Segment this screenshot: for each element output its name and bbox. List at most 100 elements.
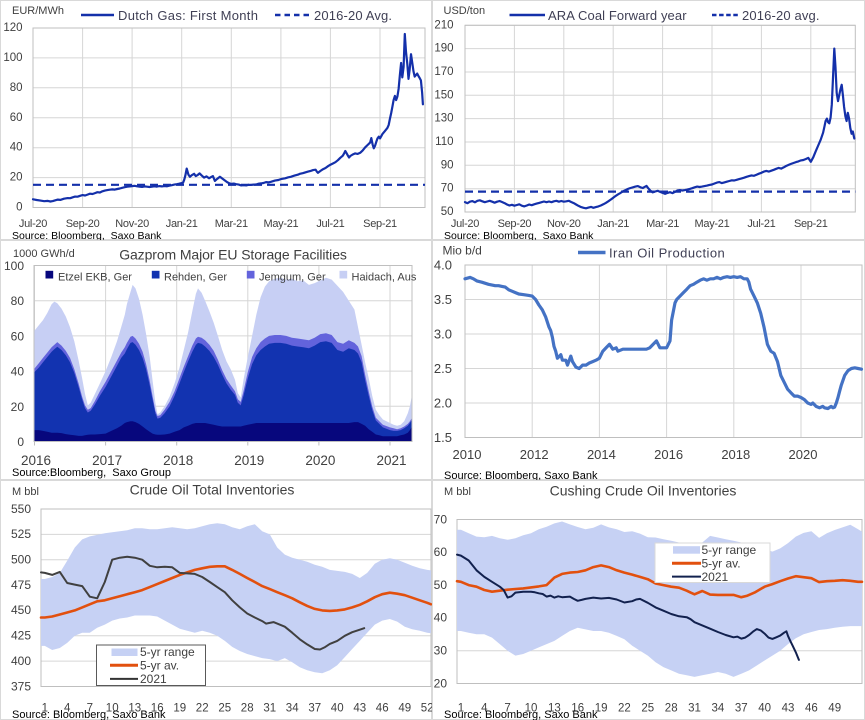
svg-text:2021: 2021: [140, 672, 167, 686]
svg-text:37: 37: [308, 703, 321, 715]
svg-text:Sep-21: Sep-21: [363, 218, 397, 230]
svg-text:22: 22: [618, 703, 631, 715]
svg-text:10: 10: [525, 703, 538, 715]
svg-text:Mar-21: Mar-21: [646, 218, 679, 230]
svg-text:43: 43: [782, 703, 795, 715]
svg-text:40: 40: [434, 611, 448, 625]
svg-text:Jan-21: Jan-21: [166, 218, 198, 230]
svg-text:Etzel EKB, Ger: Etzel EKB, Ger: [58, 272, 132, 284]
svg-text:2014: 2014: [587, 447, 616, 462]
svg-text:2016: 2016: [21, 453, 51, 468]
svg-text:40: 40: [758, 703, 771, 715]
svg-text:110: 110: [435, 136, 453, 148]
svg-text:20: 20: [11, 400, 25, 414]
svg-text:70: 70: [441, 183, 454, 195]
svg-text:Jan-21: Jan-21: [597, 218, 629, 230]
svg-text:Cushing Crude Oil Inventories: Cushing Crude Oil Inventories: [550, 483, 737, 499]
svg-text:190: 190: [434, 43, 453, 55]
svg-text:28: 28: [665, 703, 678, 715]
svg-text:7: 7: [504, 703, 510, 715]
svg-text:10: 10: [106, 703, 119, 715]
svg-text:Jul-20: Jul-20: [19, 218, 47, 230]
svg-text:5-yr av.: 5-yr av.: [140, 659, 179, 673]
svg-text:2021: 2021: [702, 570, 729, 584]
svg-text:20: 20: [434, 676, 448, 690]
svg-text:130: 130: [434, 113, 453, 125]
svg-text:52: 52: [421, 703, 433, 715]
svg-text:2021: 2021: [376, 453, 406, 468]
svg-text:170: 170: [434, 66, 453, 78]
svg-text:3.0: 3.0: [434, 327, 452, 342]
svg-text:2018: 2018: [163, 453, 193, 468]
svg-text:0: 0: [17, 435, 24, 449]
svg-text:Crude Oil Total Inventories: Crude Oil Total Inventories: [130, 482, 295, 498]
svg-text:80: 80: [10, 82, 23, 94]
svg-text:25: 25: [641, 703, 654, 715]
svg-text:May-21: May-21: [263, 218, 298, 230]
svg-text:49: 49: [828, 703, 841, 715]
svg-text:1.5: 1.5: [434, 430, 452, 445]
svg-text:120: 120: [3, 22, 22, 34]
svg-text:34: 34: [286, 703, 299, 715]
svg-text:2018: 2018: [721, 447, 750, 462]
svg-text:16: 16: [151, 703, 164, 715]
svg-text:Haidach, Aus: Haidach, Aus: [352, 272, 417, 284]
svg-text:22: 22: [196, 703, 209, 715]
svg-text:Source:Bloomberg, Saxo Group: Source:Bloomberg, Saxo Group: [12, 467, 171, 479]
svg-text:46: 46: [805, 703, 818, 715]
svg-text:2017: 2017: [92, 453, 122, 468]
svg-text:Source: Bloomberg, Saxo Bank: Source: Bloomberg, Saxo Bank: [12, 709, 166, 720]
svg-text:5-yr range: 5-yr range: [140, 645, 195, 659]
svg-text:Jemgum, Ger: Jemgum, Ger: [259, 272, 326, 284]
svg-text:2016-20 avg.: 2016-20 avg.: [742, 8, 820, 23]
svg-text:7: 7: [87, 703, 93, 715]
svg-text:20: 20: [10, 172, 23, 184]
svg-text:Source: Bloomberg, Saxo Bank: Source: Bloomberg, Saxo Bank: [444, 709, 598, 720]
svg-text:210: 210: [434, 19, 453, 31]
svg-text:May-21: May-21: [695, 218, 730, 230]
svg-text:30: 30: [434, 644, 448, 658]
svg-text:100: 100: [4, 259, 24, 273]
svg-text:28: 28: [241, 703, 254, 715]
svg-text:ARA Coal Forward year: ARA Coal Forward year: [548, 8, 687, 23]
svg-text:37: 37: [735, 703, 748, 715]
svg-text:Source: Bloomberg, Saxo Bank: Source: Bloomberg, Saxo Bank: [444, 470, 598, 481]
svg-text:Sep-20: Sep-20: [66, 218, 100, 230]
svg-text:16: 16: [571, 703, 584, 715]
svg-text:Iran Oil Production: Iran Oil Production: [609, 246, 725, 261]
svg-text:Sep-21: Sep-21: [794, 218, 828, 230]
svg-text:USD/ton: USD/ton: [444, 5, 486, 17]
svg-text:49: 49: [398, 703, 411, 715]
svg-text:2010: 2010: [453, 447, 482, 462]
svg-text:Gazprom Major EU Storage Facil: Gazprom Major EU Storage Facilities: [119, 247, 347, 263]
svg-text:90: 90: [441, 159, 454, 171]
svg-text:2.5: 2.5: [434, 361, 452, 376]
svg-text:46: 46: [376, 703, 389, 715]
svg-text:31: 31: [688, 703, 701, 715]
svg-text:Nov-20: Nov-20: [547, 218, 581, 230]
svg-text:4: 4: [481, 703, 488, 715]
svg-text:425: 425: [11, 629, 31, 643]
svg-text:5-yr range: 5-yr range: [702, 543, 757, 557]
svg-text:550: 550: [11, 502, 31, 516]
svg-text:EUR/MWh: EUR/MWh: [12, 5, 64, 17]
svg-text:3.5: 3.5: [434, 292, 452, 307]
svg-text:2020: 2020: [305, 453, 335, 468]
svg-text:5-yr av.: 5-yr av.: [702, 556, 741, 570]
svg-text:80: 80: [11, 294, 25, 308]
svg-text:450: 450: [11, 603, 31, 617]
svg-text:40: 40: [331, 703, 344, 715]
svg-text:4: 4: [64, 703, 71, 715]
svg-text:60: 60: [10, 112, 23, 124]
svg-text:31: 31: [263, 703, 276, 715]
svg-text:M bbl: M bbl: [444, 486, 471, 498]
svg-text:Jul-21: Jul-21: [747, 218, 775, 230]
svg-text:Jul-20: Jul-20: [451, 218, 479, 230]
svg-text:Mio b/d: Mio b/d: [443, 244, 482, 258]
svg-text:1: 1: [42, 703, 48, 715]
svg-text:475: 475: [11, 578, 31, 592]
svg-text:1000 GWh/d: 1000 GWh/d: [13, 248, 75, 260]
svg-text:2019: 2019: [234, 453, 264, 468]
svg-text:0: 0: [16, 202, 22, 214]
svg-text:375: 375: [11, 679, 31, 693]
